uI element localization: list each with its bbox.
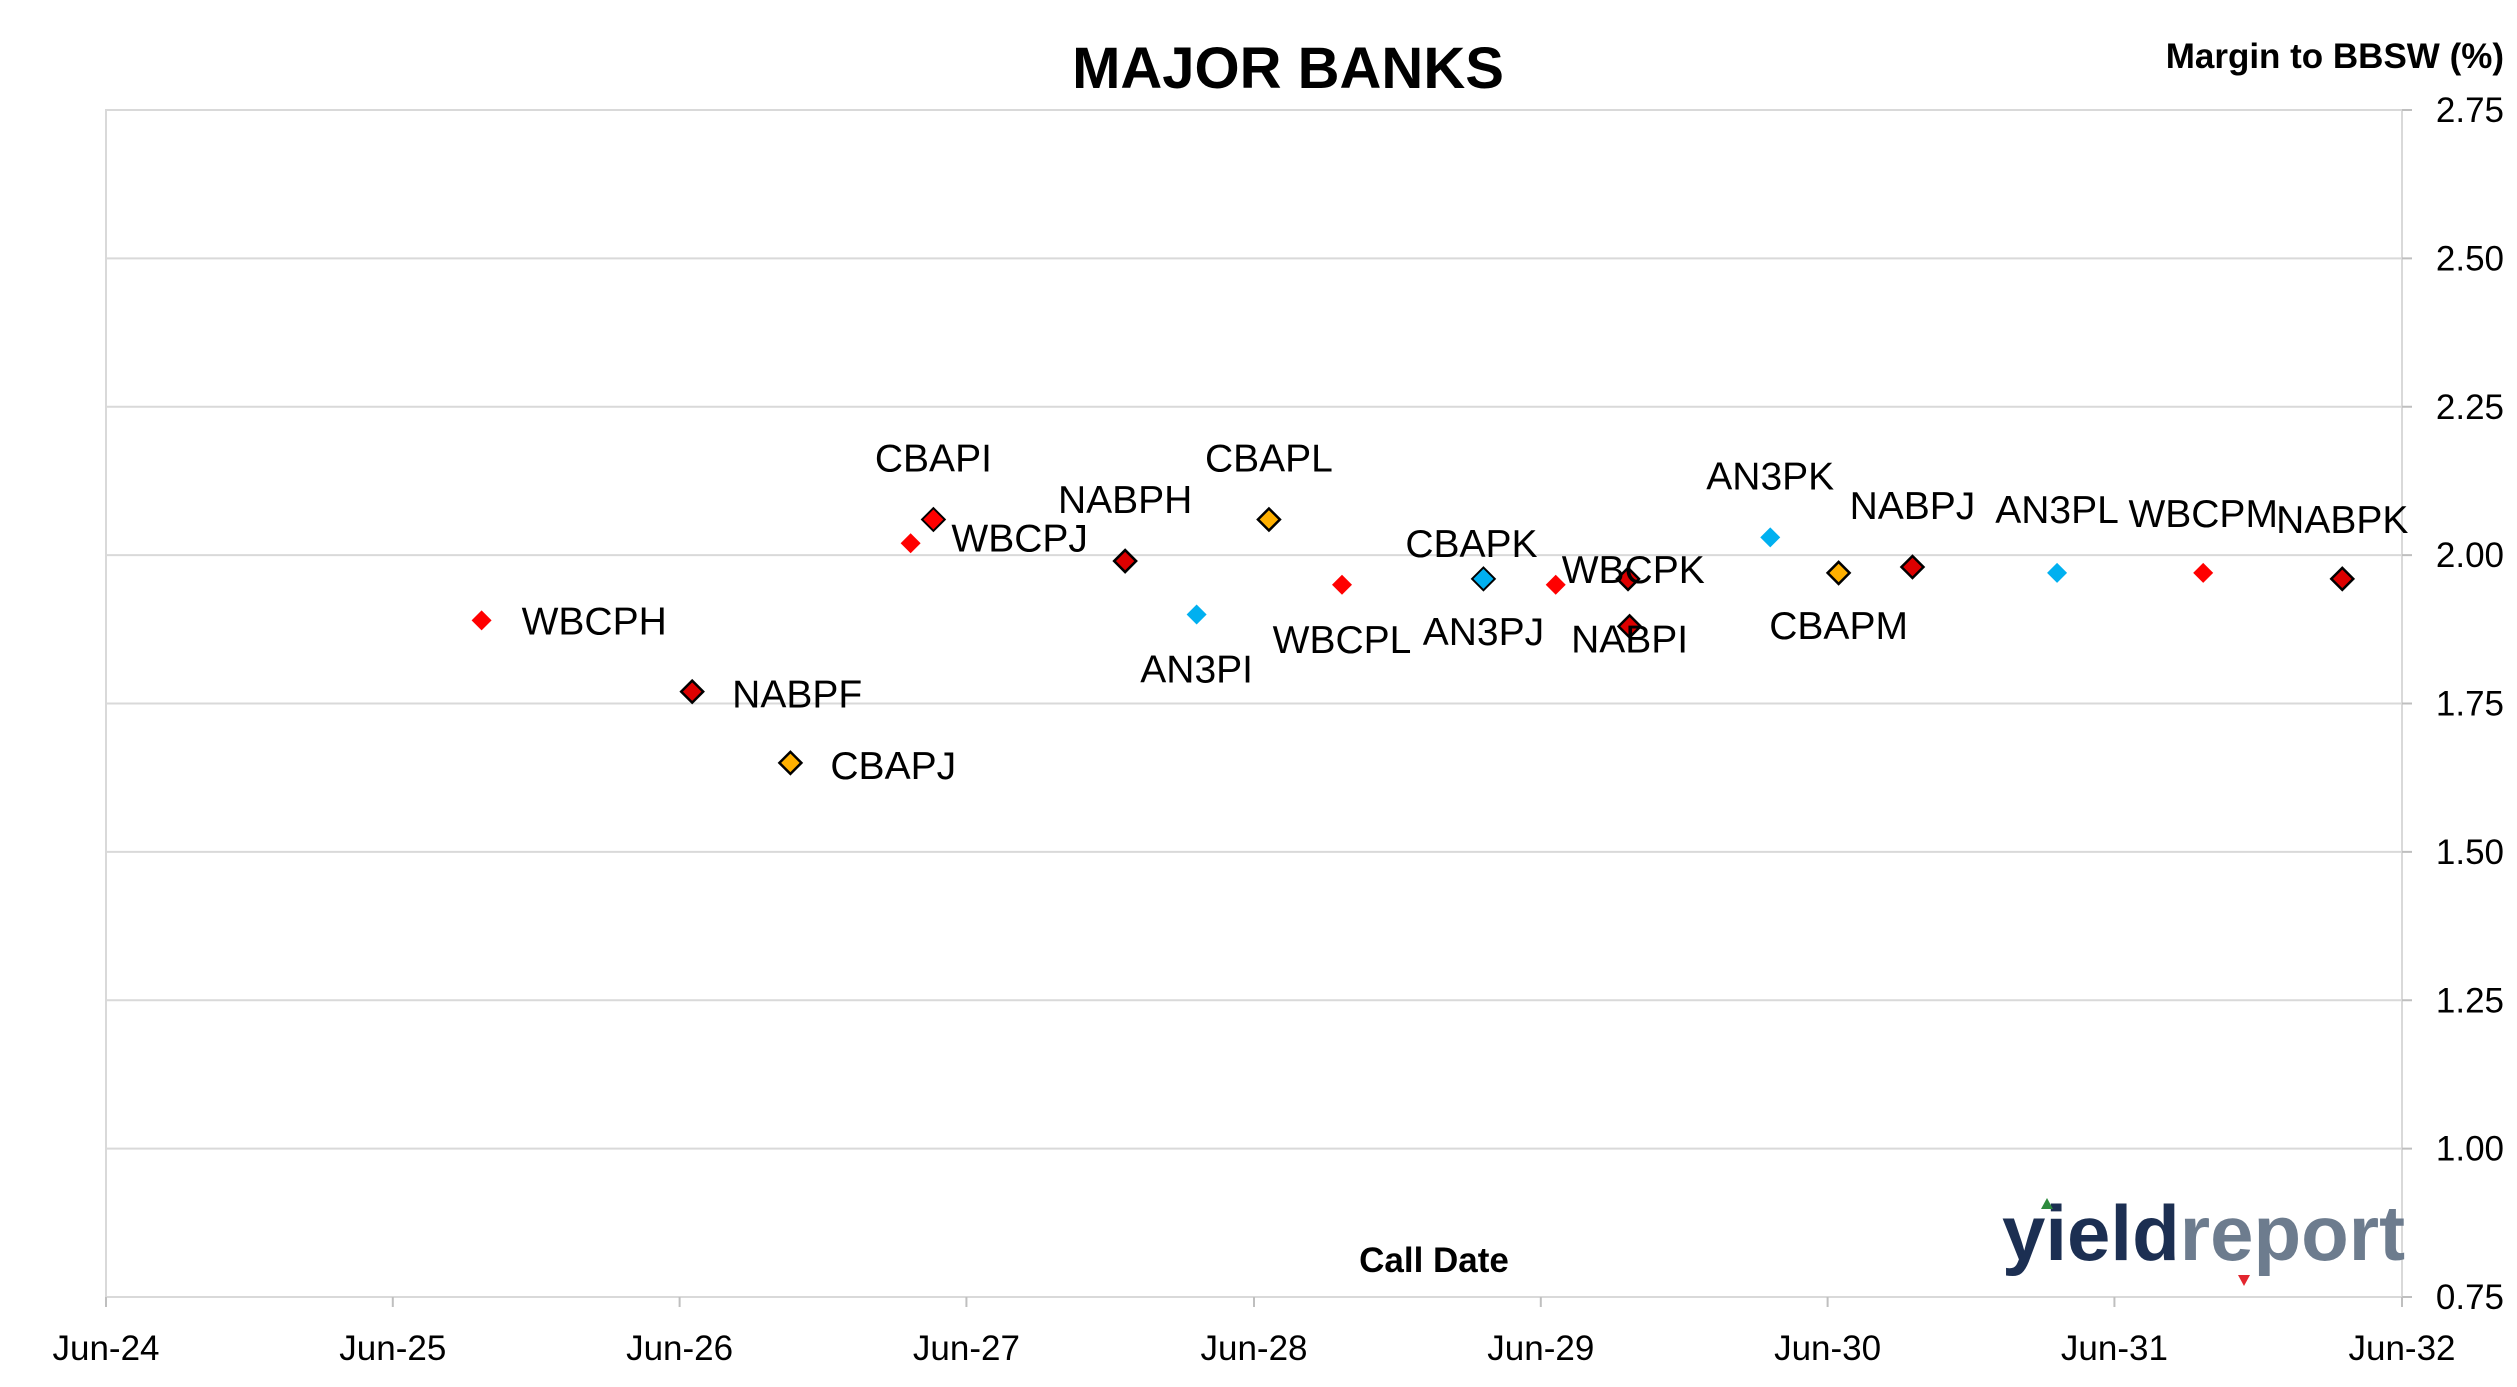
y-tick-label: 2.25 [2436,388,2504,427]
logo-up-triangle-icon [2041,1198,2053,1209]
data-label-nabpj: NABPJ [1850,485,1976,528]
data-points [471,506,2356,776]
yieldreport-logo: yieldreport [2002,1189,2405,1286]
y-tick-label: 2.50 [2436,239,2504,278]
data-point-cbapl [1256,506,1282,533]
y-tick-label: 1.25 [2436,981,2504,1020]
data-label-wbcph: WBCPH [522,600,667,643]
data-point-wbcph [471,610,492,631]
data-label-cbapj: CBAPJ [830,745,956,788]
y-tick-label: 2.00 [2436,536,2504,575]
data-point-unlabeled-3 [900,533,921,554]
x-tick-label: Jun-32 [2348,1329,2455,1368]
data-label-an3pi: AN3PI [1140,648,1253,691]
y-tick-label: 1.50 [2436,833,2504,872]
data-point-nabpf [679,678,705,705]
data-point-cbapm [1825,560,1852,586]
data-label-an3pk: AN3PK [1706,455,1834,498]
svg-text:yieldreport: yieldreport [2002,1189,2405,1277]
grid-lines [106,109,2412,1298]
x-tick-label: Jun-26 [626,1329,733,1368]
logo-word-report: report [2180,1189,2405,1277]
data-point-wbcpl [1332,574,1353,595]
data-label-cbapi: CBAPI [875,438,992,481]
data-point-nabpj [1899,554,1926,580]
data-point-an3pk [1760,527,1781,548]
x-tick-label: Jun-30 [1774,1329,1881,1368]
data-label-nabpf: NABPF [732,674,862,717]
y-tick-label: 0.75 [2436,1278,2504,1317]
data-point-unlabeled-13 [1615,566,1641,592]
data-point-an3pl [2047,562,2068,583]
logo-word-yield: yield [2002,1189,2180,1277]
data-point-nabpi [1616,613,1643,640]
logo-down-triangle-icon [2238,1275,2250,1286]
y-tick-label: 1.75 [2436,685,2504,724]
x-tick-label: Jun-25 [339,1329,446,1368]
x-axis-title: Call Date [1359,1241,1509,1280]
x-tick-label: Jun-24 [52,1329,159,1368]
data-point-nabpk [2329,566,2356,592]
y-axis-title: Margin to BBSW (%) [2166,37,2504,76]
x-tick-label: Jun-31 [2061,1329,2168,1368]
x-tick-label: Jun-27 [913,1329,1020,1368]
data-point-cbapj [777,750,804,776]
data-label-nabpi: NABPI [1571,618,1688,661]
data-point-an3pj [1473,568,1494,589]
data-label-wbcpm: WBCPM [2128,493,2278,536]
x-tick-label: Jun-28 [1200,1329,1307,1368]
x-tick-label: Jun-29 [1487,1329,1594,1368]
data-label-an3pl: AN3PL [1995,489,2119,532]
data-point-wbcpm [2193,562,2214,583]
data-point-wbcpj [923,509,944,530]
data-label-cbapl: CBAPL [1205,438,1333,481]
data-label-wbcpj: WBCPJ [951,518,1088,561]
data-point-nabph [1112,548,1138,574]
data-point-an3pi [1186,604,1207,625]
data-label-cbapk: CBAPK [1405,523,1537,566]
data-label-wbcpk: WBCPK [1562,549,1705,592]
x-axis-ticks: Jun-24 Jun-25 Jun-26 Jun-27 Jun-28 Jun-29 Jun-… [52,1297,2456,1368]
data-label-wbcpl: WBCPL [1273,619,1412,662]
y-axis-ticks: 2.75 2.50 2.25 2.00 1.75 1.50 1.25 1.00 0.75 [2436,91,2504,1317]
chart-title: MAJOR BANKS [1072,36,1504,101]
data-label-an3pj: AN3PJ [1423,611,1544,654]
y-tick-label: 1.00 [2436,1130,2504,1169]
data-point-wbcpk [1545,574,1566,595]
data-label-cbapm: CBAPM [1769,605,1908,648]
data-label-nabpk: NABPK [2276,499,2408,542]
data-label-nabph: NABPH [1058,479,1192,522]
y-tick-label: 2.75 [2436,91,2504,130]
